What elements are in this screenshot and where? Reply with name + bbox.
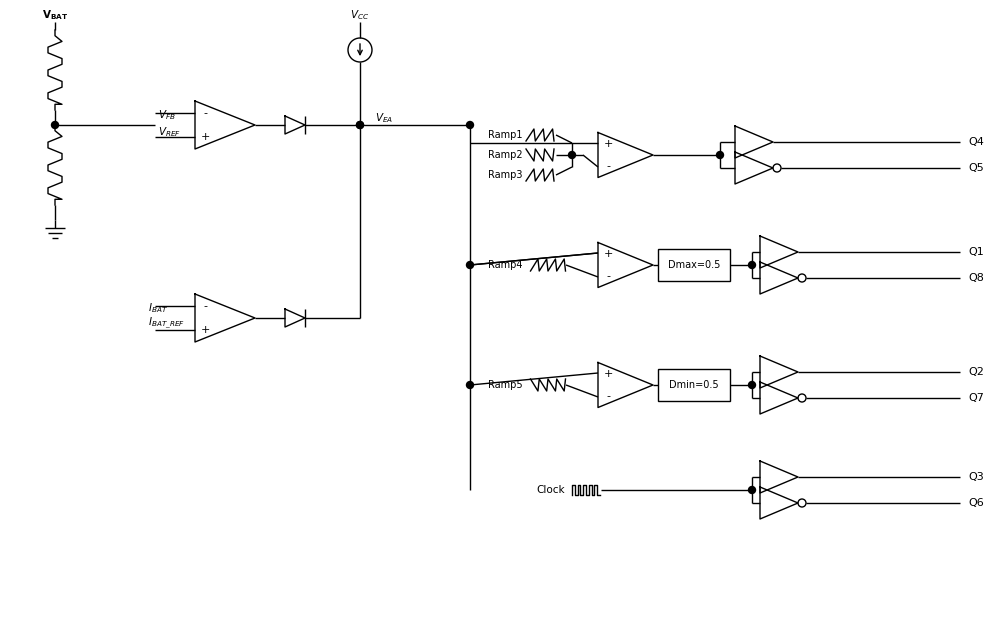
Circle shape	[748, 262, 756, 269]
Circle shape	[466, 121, 474, 128]
Circle shape	[748, 487, 756, 493]
Circle shape	[716, 151, 724, 158]
Text: $I_{BAT\_REF}$: $I_{BAT\_REF}$	[148, 315, 185, 331]
Circle shape	[748, 381, 756, 389]
Text: +: +	[603, 139, 613, 149]
Text: +: +	[200, 132, 210, 142]
Circle shape	[52, 121, 58, 128]
Circle shape	[466, 262, 474, 269]
Text: Ramp4: Ramp4	[488, 260, 522, 270]
Text: Q1: Q1	[968, 247, 984, 257]
Text: Ramp3: Ramp3	[488, 170, 522, 180]
Bar	[658, 369, 730, 401]
Text: +: +	[200, 325, 210, 335]
Text: +: +	[603, 369, 613, 379]
Text: Ramp2: Ramp2	[488, 150, 523, 160]
Text: Ramp5: Ramp5	[488, 380, 523, 390]
Circle shape	[356, 121, 364, 128]
Bar	[658, 249, 730, 281]
Circle shape	[356, 121, 364, 128]
Text: -: -	[606, 391, 610, 401]
Text: -: -	[606, 271, 610, 281]
Text: Q6: Q6	[968, 498, 984, 508]
Text: $I_{BAT}$: $I_{BAT}$	[148, 301, 168, 315]
Text: Q3: Q3	[968, 472, 984, 482]
Circle shape	[568, 151, 576, 158]
Text: Q4: Q4	[968, 137, 984, 147]
Text: Q5: Q5	[968, 163, 984, 173]
Text: $V_{EA}$: $V_{EA}$	[375, 111, 393, 125]
Text: -: -	[606, 161, 610, 171]
Text: $V_{REF}$: $V_{REF}$	[158, 125, 181, 139]
Text: -: -	[203, 301, 207, 311]
Text: Dmin=0.5: Dmin=0.5	[669, 380, 719, 390]
Text: Dmax=0.5: Dmax=0.5	[668, 260, 720, 270]
Text: $V_{FB}$: $V_{FB}$	[158, 108, 176, 122]
Text: $V_{CC}$: $V_{CC}$	[350, 8, 370, 22]
Text: Q7: Q7	[968, 393, 984, 403]
Text: +: +	[603, 249, 613, 259]
Text: $\mathbf{V_{BAT}}$: $\mathbf{V_{BAT}}$	[42, 8, 68, 22]
Text: Ramp1: Ramp1	[488, 130, 522, 140]
Text: Q8: Q8	[968, 273, 984, 283]
Text: Q2: Q2	[968, 367, 984, 377]
Text: Clock: Clock	[536, 485, 565, 495]
Circle shape	[466, 381, 474, 389]
Text: -: -	[203, 108, 207, 118]
